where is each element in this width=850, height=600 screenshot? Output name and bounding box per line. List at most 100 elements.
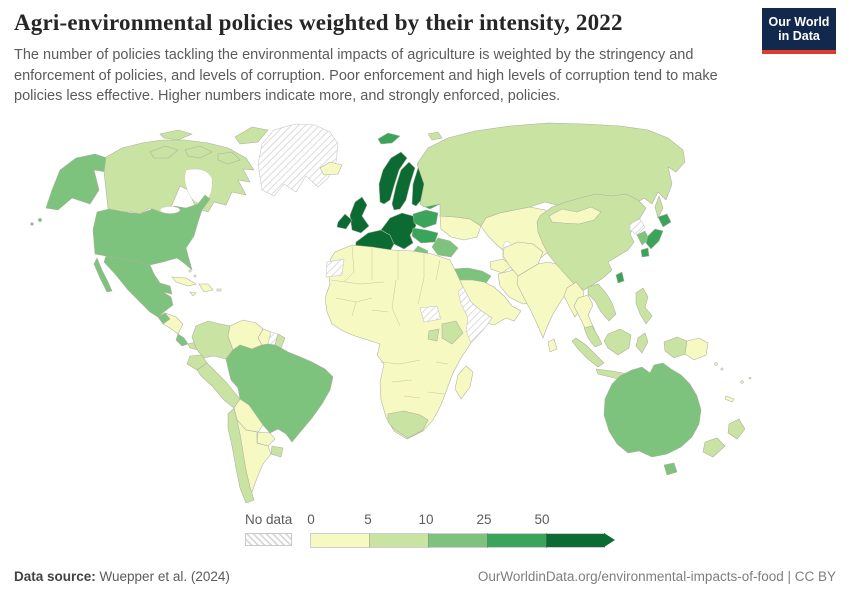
country-germany-central-europe[interactable]	[380, 212, 417, 250]
owid-logo[interactable]: Our World in Data	[762, 8, 836, 54]
legend-arrow	[604, 533, 615, 547]
country-costa-rica[interactable]	[175, 333, 189, 347]
country-somalia-horn[interactable]	[457, 286, 493, 344]
legend-tick-10: 10	[418, 512, 434, 527]
country-south-sudan[interactable]	[419, 305, 442, 323]
country-sulawesi[interactable]	[635, 332, 649, 354]
country-arctic-islands[interactable]	[159, 129, 193, 141]
country-chile[interactable]	[227, 407, 255, 504]
country-arctic-islands[interactable]	[184, 145, 213, 159]
country-iceland[interactable]	[319, 161, 343, 176]
country-madagascar[interactable]	[454, 365, 474, 400]
country-colombia[interactable]	[191, 320, 234, 360]
country-tasmania[interactable]	[663, 462, 678, 476]
country-czech-hungary[interactable]	[411, 227, 439, 244]
country-indonesia-papua[interactable]	[663, 336, 688, 359]
country-franz-josef[interactable]	[427, 131, 443, 141]
country-puerto-rico[interactable]	[216, 288, 222, 292]
country-papua-new-guinea[interactable]	[684, 337, 709, 361]
country-venezuela[interactable]	[227, 319, 264, 351]
legend-segment-25-50[interactable]	[487, 533, 546, 548]
country-usa[interactable]	[92, 194, 211, 271]
country-alaska[interactable]	[45, 153, 111, 211]
country-baja-california[interactable]	[93, 257, 113, 293]
country-taiwan[interactable]	[615, 271, 625, 284]
country-cuba[interactable]	[171, 276, 197, 287]
country-arctic-islands[interactable]	[217, 151, 241, 165]
country-mongolia[interactable]	[548, 206, 602, 225]
country-sumatra[interactable]	[571, 337, 605, 368]
country-philippines[interactable]	[635, 287, 653, 325]
no-data-label: No data	[245, 512, 293, 527]
country-solomon-islands[interactable]	[720, 367, 724, 371]
data-source-value: Wuepper et al. (2024)	[95, 569, 230, 584]
country-new-caledonia[interactable]	[724, 395, 735, 403]
country-uruguay[interactable]	[270, 445, 284, 458]
country-new-zealand-north[interactable]	[727, 418, 746, 440]
country-hispaniola[interactable]	[198, 283, 214, 293]
country-south-africa[interactable]	[387, 410, 429, 439]
country-brazil[interactable]	[225, 343, 334, 443]
country-mexico[interactable]	[103, 255, 174, 318]
country-fiji[interactable]	[740, 380, 744, 384]
country-solomon-islands[interactable]	[714, 362, 718, 366]
country-sri-lanka[interactable]	[547, 338, 558, 353]
owid-logo-line2: in Data	[778, 29, 820, 43]
legend-segment-0-5[interactable]	[310, 533, 369, 548]
legend-tick-5: 5	[364, 512, 372, 527]
legend-segment-50+[interactable]	[546, 533, 605, 548]
legend-segment-10-25[interactable]	[428, 533, 487, 548]
country-romania-bulgaria[interactable]	[431, 237, 459, 258]
country-new-zealand-south[interactable]	[702, 437, 726, 458]
country-japan-honshu[interactable]	[645, 228, 664, 250]
country-malaysia[interactable]	[583, 325, 603, 348]
country-north-korea[interactable]	[629, 218, 646, 236]
country-vietnam-laos[interactable]	[587, 283, 617, 322]
country-kenya[interactable]	[441, 320, 464, 345]
country-norway[interactable]	[378, 151, 408, 205]
country-poland[interactable]	[412, 209, 439, 229]
country-ireland[interactable]	[336, 213, 353, 230]
country-svalbard[interactable]	[377, 132, 401, 145]
country-vanuatu[interactable]	[748, 376, 752, 380]
data-source: Data source: Wuepper et al. (2024)	[14, 569, 230, 584]
country-aleutians[interactable]	[38, 218, 42, 222]
chart-header: Agri-environmental policies weighted by …	[14, 8, 836, 107]
no-data-swatch[interactable]	[245, 533, 292, 546]
country-australia[interactable]	[603, 362, 702, 458]
data-source-label: Data source:	[14, 569, 96, 584]
great-lakes	[159, 206, 181, 214]
country-western-sahara[interactable]	[325, 258, 345, 278]
legend-tick-0: 0	[307, 512, 315, 527]
country-jamaica[interactable]	[189, 291, 197, 297]
country-arctic-islands[interactable]	[149, 145, 179, 159]
country-honduras-nicaragua[interactable]	[162, 312, 184, 335]
legend-color-bar	[310, 533, 615, 548]
country-japan-hokkaido[interactable]	[657, 213, 672, 228]
country-ellesmere[interactable]	[234, 126, 269, 145]
country-sakhalin[interactable]	[654, 195, 664, 219]
country-bahamas[interactable]	[188, 269, 192, 273]
chart-footer: Data source: Wuepper et al. (2024) OurWo…	[14, 569, 836, 584]
country-uganda[interactable]	[427, 328, 440, 342]
choropleth-svg	[30, 122, 752, 504]
footer-link[interactable]: OurWorldinData.org/environmental-impacts…	[477, 569, 836, 584]
country-africa[interactable]	[324, 244, 493, 440]
country-canada[interactable]	[103, 139, 255, 216]
page-title: Agri-environmental policies weighted by …	[14, 10, 623, 35]
country-sweden[interactable]	[391, 161, 416, 211]
map-legend: No data 0 5 10 25 50	[0, 511, 850, 553]
country-bahamas[interactable]	[193, 274, 197, 278]
country-greenland[interactable]	[257, 123, 339, 197]
country-aleutians[interactable]	[30, 222, 34, 226]
country-borneo[interactable]	[603, 328, 632, 356]
country-united-kingdom[interactable]	[349, 196, 370, 234]
owid-logo-line1: Our World	[768, 14, 830, 29]
chart-subtitle: The number of policies tackling the envi…	[14, 47, 718, 105]
world-map	[0, 112, 850, 508]
country-japan-kyushu[interactable]	[640, 247, 650, 258]
africa-internal-borders	[330, 245, 449, 399]
legend-tick-25: 25	[476, 512, 492, 527]
legend-segment-5-10[interactable]	[369, 533, 428, 548]
country-caucasus[interactable]	[489, 258, 513, 274]
